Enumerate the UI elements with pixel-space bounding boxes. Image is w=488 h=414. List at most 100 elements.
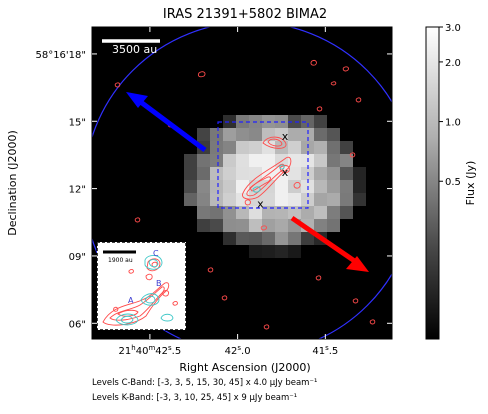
heatmap-cell — [314, 167, 327, 180]
source-markers: x x x — [257, 130, 289, 210]
caption-k-band: Levels K-Band: [-3, 3, 10, 25, 45] x 9 μ… — [92, 393, 298, 403]
heatmap-cell — [288, 141, 301, 154]
heatmap-cell — [249, 167, 262, 180]
heatmap-cell — [353, 193, 366, 206]
heatmap-cell — [262, 154, 275, 167]
red-arrow-head — [346, 256, 369, 272]
heatmap-cell — [223, 232, 236, 245]
heatmap-cell — [197, 167, 210, 180]
heatmap-cell — [288, 128, 301, 141]
heatmap-cell — [327, 128, 340, 141]
y-tick-label: 09" — [69, 252, 86, 263]
heatmap-cell — [197, 219, 210, 232]
heatmap-cell — [210, 193, 223, 206]
heatmap-cell — [236, 193, 249, 206]
caption-c-band: Levels C-Band: [-3, 3, 5, 15, 30, 45] x … — [92, 378, 318, 388]
y-axis-label: Declination (J2000) — [6, 130, 19, 236]
x-axis-ticks: 21h40m42s.5 42s.0 41s.5 — [119, 27, 338, 357]
inset-label-a: A — [128, 296, 134, 305]
heatmap-cell — [262, 206, 275, 219]
heatmap-cell — [223, 167, 236, 180]
y-tick-label: 12" — [69, 185, 86, 196]
heatmap-cell — [288, 206, 301, 219]
heatmap-cell — [197, 128, 210, 141]
heatmap-cell — [314, 180, 327, 193]
heatmap-cell — [327, 167, 340, 180]
heatmap-cell — [197, 193, 210, 206]
heatmap-cell — [327, 206, 340, 219]
heatmap-cell — [288, 245, 301, 258]
heatmap-cell — [223, 219, 236, 232]
heatmap-cell — [262, 193, 275, 206]
heatmap-cell — [197, 206, 210, 219]
heatmap-cell — [275, 219, 288, 232]
source-marker: x — [282, 166, 289, 179]
heatmap-cell — [314, 206, 327, 219]
heatmap-cell — [353, 180, 366, 193]
heatmap-cell — [223, 128, 236, 141]
k-band-contours — [252, 164, 285, 193]
heatmap-cell — [249, 128, 262, 141]
heatmap-cell — [223, 154, 236, 167]
heatmap-cell — [288, 232, 301, 245]
heatmap-cell — [288, 167, 301, 180]
inset-label-c: C — [153, 249, 159, 258]
heatmap-cell — [353, 167, 366, 180]
heatmap-cell — [340, 193, 353, 206]
heatmap-cell — [262, 245, 275, 258]
heatmap-cell — [301, 232, 314, 245]
inset-c-band-contours — [102, 258, 178, 326]
colorbar-ticks: 3.0 2.0 1.0 0.5 — [439, 23, 461, 188]
heatmap-cell — [275, 232, 288, 245]
heatmap-cell — [236, 206, 249, 219]
heatmap-cell — [236, 141, 249, 154]
heatmap-cell — [236, 167, 249, 180]
heatmap-cell — [327, 180, 340, 193]
heatmap-cell — [236, 232, 249, 245]
colorbar-tick-label: 3.0 — [445, 23, 461, 34]
heatmap-cell — [197, 180, 210, 193]
heatmap-cell — [314, 154, 327, 167]
heatmap-cell — [288, 193, 301, 206]
heatmap-cell — [223, 115, 236, 128]
heatmap-cell — [249, 141, 262, 154]
heatmap-cell — [262, 232, 275, 245]
heatmap-cell — [262, 219, 275, 232]
heatmap-cell — [275, 206, 288, 219]
heatmap-cell — [210, 167, 223, 180]
heatmap-pixels — [184, 115, 366, 258]
y-axis-ticks: 58°16'18" 15" 12" 09" 06" — [35, 50, 392, 330]
colorbar-tick-label: 2.0 — [445, 58, 461, 69]
heatmap-cell — [327, 141, 340, 154]
heatmap-cell — [314, 193, 327, 206]
heatmap-cell — [210, 180, 223, 193]
heatmap-cell — [301, 193, 314, 206]
heatmap-cell — [288, 115, 301, 128]
colorbar-label: Flux (Jy) — [464, 161, 477, 206]
heatmap-cell — [340, 167, 353, 180]
heatmap-cell — [210, 219, 223, 232]
heatmap-cell — [210, 206, 223, 219]
x-tick-label: 42s.0 — [225, 344, 251, 357]
heatmap-cell — [184, 167, 197, 180]
heatmap-cell — [184, 193, 197, 206]
heatmap-cell — [197, 154, 210, 167]
inset-panel: 1900 au C B A — [96, 241, 187, 331]
colorbar — [425, 26, 440, 340]
colorbar-tick-label: 0.5 — [445, 177, 461, 188]
heatmap-cell — [327, 154, 340, 167]
zoom-box — [217, 121, 309, 209]
heatmap-cell — [301, 206, 314, 219]
heatmap-cell — [210, 141, 223, 154]
red-outflow-arrow — [290, 215, 358, 265]
heatmap-cell — [340, 206, 353, 219]
heatmap-cell — [314, 219, 327, 232]
heatmap-cell — [184, 180, 197, 193]
heatmap-cell — [249, 180, 262, 193]
source-marker: x — [257, 197, 264, 210]
heatmap-cell — [288, 154, 301, 167]
heatmap-cell — [275, 193, 288, 206]
plot-frame — [91, 26, 393, 340]
heatmap-cell — [210, 154, 223, 167]
source-marker: x — [282, 130, 289, 143]
